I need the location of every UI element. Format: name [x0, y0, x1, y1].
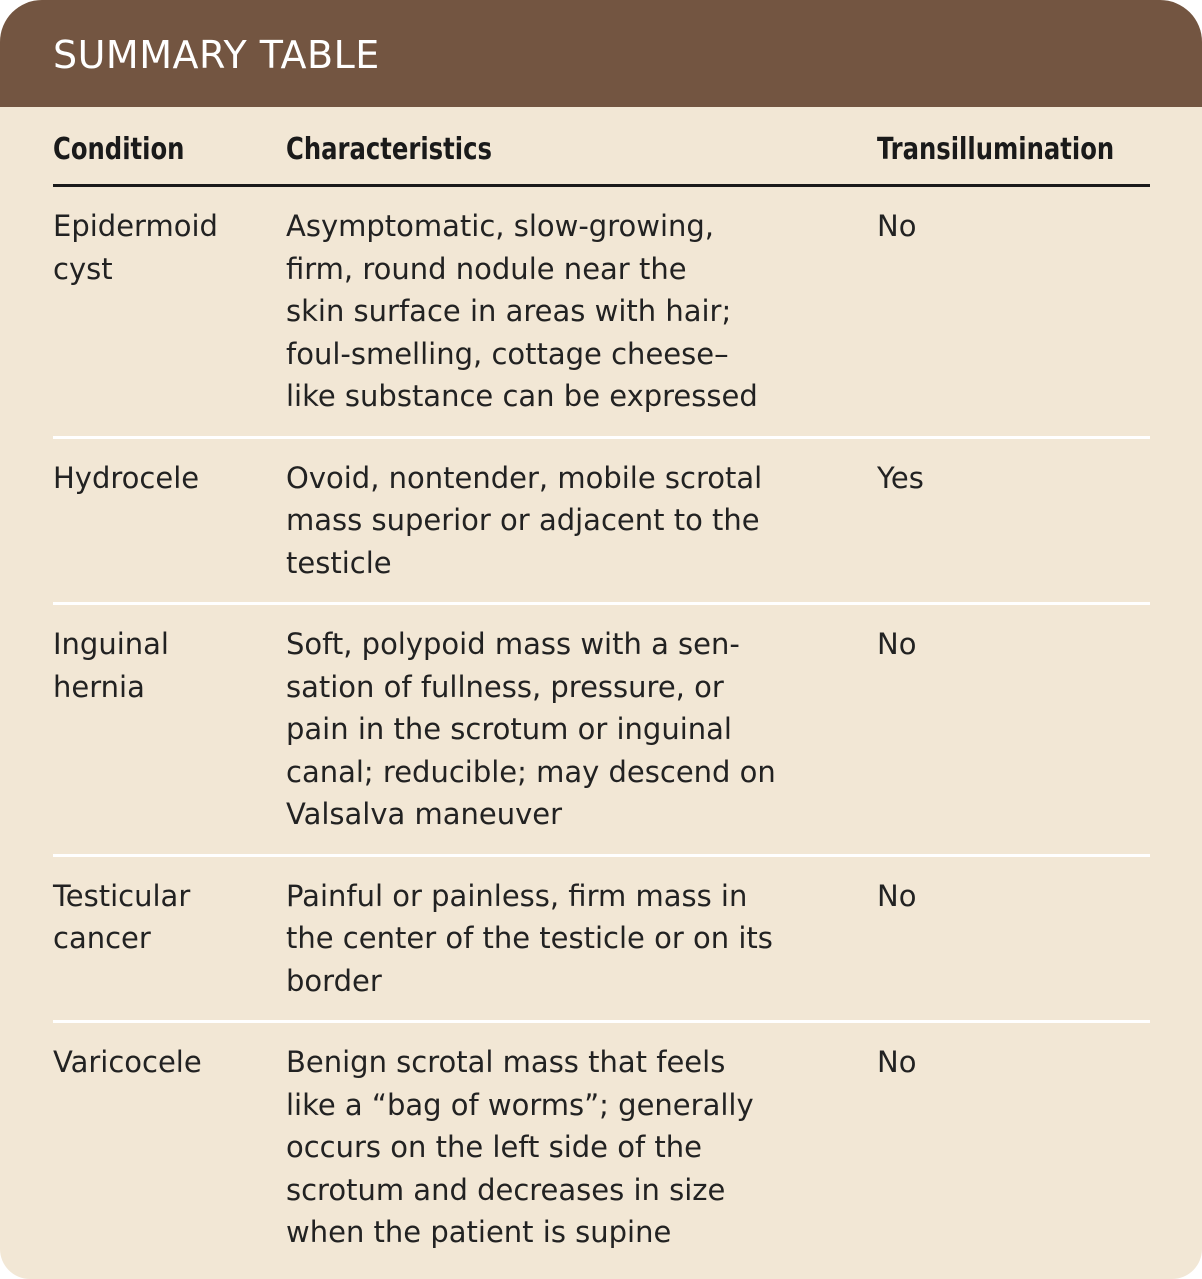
condition-line: Inguinal — [53, 627, 169, 661]
characteristics-line: Painful or painless, firm mass in — [286, 878, 748, 913]
characteristics-line: testicle — [286, 545, 392, 580]
condition-cell: Varicocele — [53, 1041, 202, 1084]
condition-line: cyst — [53, 251, 113, 286]
condition-line: Epidermoid — [53, 209, 218, 243]
table-row: Testicular cancer Painful or painless, fir… — [53, 857, 1150, 1023]
table-row: Hydrocele Ovoid, nontender, mobile scrota… — [53, 439, 1150, 605]
transillumination-cell: Yes — [877, 460, 924, 495]
characteristics-line: the center of the testicle or on its — [286, 921, 773, 955]
condition-cell: Epidermoid cyst — [53, 205, 218, 290]
column-header-row: Condition Characteristics Transilluminat… — [53, 128, 1150, 187]
condition-line: Testicular — [53, 878, 191, 913]
characteristics-line: border — [286, 963, 382, 998]
characteristics-cell: Painful or painless, firm mass in the cen… — [286, 875, 1150, 1003]
characteristics-cell: Ovoid, nontender, mobile scrotal mass sup… — [286, 457, 1150, 585]
transillumination-cell: No — [877, 1045, 917, 1079]
condition-cell: Hydrocele — [53, 457, 199, 500]
characteristics-line: canal; reducible; may descend on — [286, 754, 776, 789]
condition-line: Varicocele — [53, 1045, 202, 1079]
characteristics-line: Asymptomatic, slow-growing, — [286, 209, 715, 243]
characteristics-cell: Benign scrotal mass that feels like a “ba… — [286, 1041, 1150, 1254]
column-header-transillumination: Transillumination — [877, 132, 1115, 167]
characteristics-line: occurs on the left side of the — [286, 1130, 702, 1164]
transillumination-cell: No — [877, 209, 917, 243]
table-row: Varicocele Benign scrotal mass that feels… — [53, 1023, 1150, 1272]
column-header-condition: Condition — [53, 132, 185, 167]
table-row: Inguinal hernia Soft, polypoid mass with a… — [53, 605, 1150, 857]
transillumination-cell: No — [877, 878, 917, 913]
condition-cell: Testicular cancer — [53, 875, 190, 960]
condition-line: hernia — [53, 669, 145, 704]
table-title: SUMMARY TABLE — [53, 33, 380, 77]
characteristics-line: pain in the scrotum or inguinal — [286, 712, 732, 746]
column-header-characteristics: Characteristics — [286, 132, 492, 167]
characteristics-line: foul-smelling, cottage cheese– — [286, 336, 729, 371]
characteristics-line: sation of fullness, pressure, or — [286, 669, 724, 704]
condition-line: cancer — [53, 921, 151, 955]
characteristics-line: Soft, polypoid mass with a sen- — [286, 627, 740, 661]
characteristics-cell: Soft, polypoid mass with a sen-sation of… — [286, 623, 1150, 836]
characteristics-line: Benign scrotal mass that feels — [286, 1045, 726, 1079]
table-body: Epidermoid cyst Asymptomatic, slow-growing… — [53, 187, 1150, 1272]
characteristics-line: like substance can be expressed — [286, 379, 758, 413]
characteristics-line: skin surface in areas with hair; — [286, 294, 732, 328]
condition-cell: Inguinal hernia — [53, 623, 169, 708]
characteristics-line: when the patient is supine — [286, 1215, 672, 1249]
characteristics-line: Ovoid, nontender, mobile scrotal — [286, 460, 763, 495]
table-row: Epidermoid cyst Asymptomatic, slow-growing… — [53, 187, 1150, 439]
characteristics-line: firm, round nodule near the — [286, 251, 687, 286]
characteristics-line: mass superior or adjacent to the — [286, 503, 760, 537]
characteristics-cell: Asymptomatic, slow-growing, firm, round n… — [286, 205, 1150, 418]
transillumination-cell: No — [877, 627, 917, 661]
table-header-bar: SUMMARY TABLE — [0, 0, 1202, 107]
characteristics-line: Valsalva maneuver — [286, 797, 563, 831]
characteristics-line: like a “bag of worms”; generally — [286, 1087, 754, 1122]
condition-line: Hydrocele — [53, 460, 200, 495]
characteristics-line: scrotum and decreases in size — [286, 1172, 726, 1207]
